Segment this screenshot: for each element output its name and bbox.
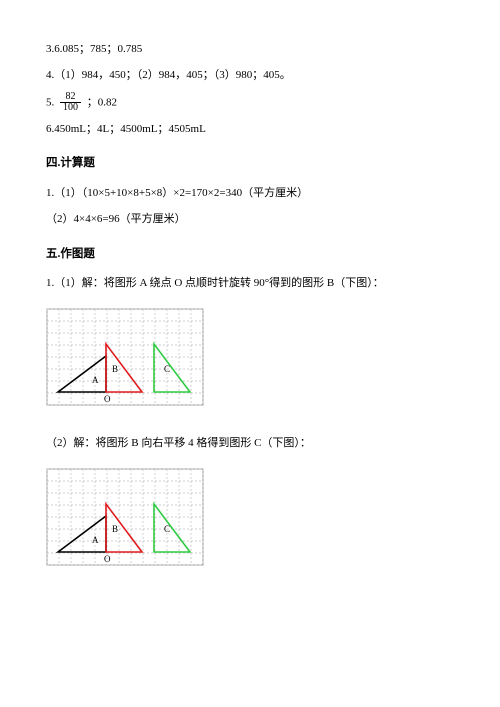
triangle-c <box>154 504 190 552</box>
label-o: O <box>104 394 111 404</box>
answer-5-prefix: 5. <box>46 96 54 108</box>
section-5-item-1-2: （2）解：将图形 B 向右平移 4 格得到图形 C（下图）： <box>46 434 454 454</box>
fraction-denominator: 100 <box>60 103 81 114</box>
section-5-item-1-1: 1.（1）解：将图形 A 绕点 O 点顺时针旋转 90°得到的图形 B（下图）： <box>46 274 454 294</box>
label-o: O <box>104 554 111 564</box>
figure-2: A B C O <box>46 468 454 568</box>
triangle-c <box>154 344 190 392</box>
label-c: C <box>164 364 170 374</box>
triangle-a <box>58 516 106 552</box>
answer-5-suffix: ；0.82 <box>87 96 117 108</box>
fraction-82-100: 82 100 <box>60 92 81 114</box>
label-b: B <box>112 364 118 374</box>
figure-2-svg: A B C O <box>46 468 206 568</box>
label-b: B <box>112 524 118 534</box>
answer-5: 5. 82 100 ；0.82 <box>46 92 454 114</box>
section-5-title: 五.作图题 <box>46 244 454 265</box>
answer-3: 3.6.085；785；0.785 <box>46 40 454 60</box>
label-a: A <box>92 375 99 385</box>
answer-4: 4.（1）984，450；（2）984，405；（3）980；405。 <box>46 66 454 86</box>
triangle-a <box>58 356 106 392</box>
answer-6: 6.450mL；4L；4500mL；4505mL <box>46 120 454 140</box>
section-4-item-1-1: 1.（1）（10×5+10×8+5×8）×2=170×2=340（平方厘米） <box>46 184 454 204</box>
label-c: C <box>164 524 170 534</box>
figure-1: A B C O <box>46 308 454 408</box>
section-4-item-1-2: （2）4×4×6=96（平方厘米） <box>46 210 454 230</box>
label-a: A <box>92 535 99 545</box>
figure-1-svg: A B C O <box>46 308 206 408</box>
section-4-title: 四.计算题 <box>46 153 454 174</box>
